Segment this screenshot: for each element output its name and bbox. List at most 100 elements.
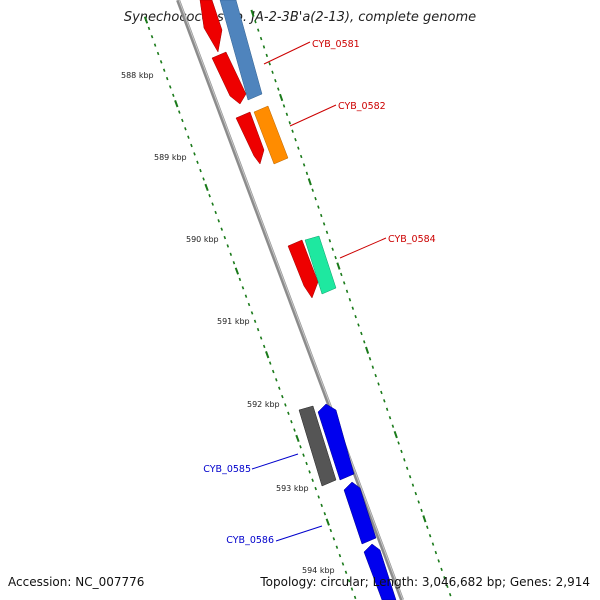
scale-minor-tick bbox=[342, 281, 346, 285]
scale-minor-tick bbox=[287, 411, 290, 415]
topology-text: Topology: circular; Length: 3,046,682 bp… bbox=[260, 575, 590, 589]
scale-minor-tick bbox=[241, 286, 245, 290]
scale-minor-tick bbox=[159, 60, 163, 64]
scale-minor-tick bbox=[147, 26, 151, 31]
scale-minor-tick bbox=[294, 137, 297, 142]
scale-minor-tick bbox=[271, 70, 274, 74]
scale-minor-tick bbox=[408, 475, 412, 479]
scale-minor-tick bbox=[345, 289, 349, 293]
scale-label-588: 588 kbp bbox=[121, 71, 154, 80]
scale-minor-tick bbox=[223, 235, 227, 240]
scale-minor-tick bbox=[288, 121, 291, 125]
scale-minor-tick bbox=[214, 210, 217, 215]
scale-minor-tick bbox=[277, 87, 280, 91]
scale-minor-tick bbox=[328, 239, 332, 243]
scale-minor-tick bbox=[257, 28, 260, 32]
scale-minor-tick bbox=[335, 545, 339, 549]
inner-scale-track bbox=[143, 16, 357, 600]
scale-minor-tick bbox=[383, 399, 386, 403]
outer-scale-track bbox=[250, 9, 452, 597]
scale-minor-tick bbox=[181, 118, 184, 123]
accession-text: Accession: NC_007776 bbox=[8, 575, 145, 589]
scale-minor-tick bbox=[426, 525, 429, 529]
scale-minor-tick bbox=[317, 205, 320, 209]
scale-major-tick bbox=[307, 178, 312, 186]
scale-label-592: 592 kbp bbox=[247, 400, 280, 409]
scale-minor-tick bbox=[340, 272, 343, 277]
scale-label-594: 594 kbp bbox=[302, 566, 335, 575]
cds-red-1 bbox=[199, 0, 223, 53]
scale-minor-tick bbox=[153, 43, 157, 47]
scale-minor-tick bbox=[156, 51, 160, 56]
scale-minor-tick bbox=[420, 508, 423, 513]
scale-major-tick bbox=[174, 100, 179, 108]
scale-minor-tick bbox=[220, 227, 224, 231]
gene-leader-lines bbox=[251, 41, 387, 542]
scale-minor-tick bbox=[232, 261, 236, 265]
scale-minor-tick bbox=[184, 127, 187, 131]
scale-minor-tick bbox=[172, 93, 175, 97]
scale-minor-tick bbox=[338, 553, 342, 558]
scale-major-tick bbox=[204, 183, 209, 192]
scale-minor-tick bbox=[299, 445, 302, 449]
scale-minor-tick bbox=[162, 68, 166, 72]
scale-minor-tick bbox=[226, 244, 230, 248]
scale-minor-tick bbox=[428, 534, 432, 538]
scale-minor-tick bbox=[302, 453, 305, 457]
scale-minor-tick bbox=[331, 247, 334, 251]
scale-minor-tick bbox=[193, 152, 196, 156]
scale-minor-tick bbox=[329, 528, 333, 533]
scale-minor-tick bbox=[448, 592, 452, 597]
scale-label-591: 591 kbp bbox=[217, 317, 250, 326]
scale-minor-tick bbox=[363, 340, 366, 344]
scale-minor-tick bbox=[308, 470, 311, 474]
scale-minor-tick bbox=[311, 478, 314, 482]
scale-minor-tick bbox=[380, 390, 383, 395]
cds-steelblue bbox=[219, 0, 263, 101]
scale-minor-tick bbox=[388, 416, 392, 420]
scale-minor-tick bbox=[440, 567, 443, 572]
scale-minor-tick bbox=[293, 428, 296, 432]
scale-minor-tick bbox=[150, 35, 154, 39]
scale-minor-tick bbox=[281, 394, 284, 399]
gene-label-cyb0585: CYB_0585 bbox=[203, 464, 251, 475]
cds-red-3 bbox=[235, 111, 265, 165]
scale-minor-tick bbox=[262, 344, 266, 349]
gene-label-cyb0586: CYB_0586 bbox=[226, 535, 274, 546]
scale-minor-tick bbox=[332, 537, 336, 541]
scale-minor-tick bbox=[268, 62, 271, 66]
scale-minor-tick bbox=[178, 110, 181, 114]
scale-minor-tick bbox=[253, 319, 257, 323]
scale-minor-tick bbox=[411, 483, 415, 487]
scale-minor-tick bbox=[190, 143, 193, 148]
scale-major-tick bbox=[265, 351, 270, 359]
scale-minor-tick bbox=[265, 53, 269, 58]
scale-minor-tick bbox=[311, 188, 314, 192]
scale-major-tick bbox=[422, 515, 427, 523]
scale-minor-tick bbox=[437, 559, 440, 563]
scale-minor-tick bbox=[374, 373, 377, 378]
scale-minor-tick bbox=[305, 171, 309, 176]
scale-minor-tick bbox=[434, 550, 438, 555]
scale-minor-tick bbox=[187, 135, 190, 139]
genome-backbone-highlight bbox=[178, 0, 404, 600]
gene-label-cyb0581: CYB_0581 bbox=[312, 39, 360, 50]
scale-minor-tick bbox=[360, 331, 363, 336]
scale-minor-tick bbox=[271, 369, 275, 374]
cds-features bbox=[199, 0, 397, 600]
cds-green bbox=[304, 235, 337, 295]
scale-minor-tick bbox=[259, 336, 263, 340]
scale-minor-tick bbox=[254, 20, 257, 24]
scale-minor-tick bbox=[262, 45, 266, 49]
scale-minor-tick bbox=[199, 168, 202, 173]
scale-minor-tick bbox=[297, 146, 300, 150]
scale-minor-tick bbox=[229, 252, 233, 256]
scale-minor-tick bbox=[325, 230, 329, 235]
scale-label-593: 593 kbp bbox=[276, 484, 309, 493]
scale-minor-tick bbox=[314, 196, 317, 201]
scale-minor-tick bbox=[274, 78, 277, 83]
scale-minor-tick bbox=[247, 302, 251, 307]
scale-minor-tick bbox=[259, 36, 263, 41]
scale-minor-tick bbox=[397, 441, 400, 445]
